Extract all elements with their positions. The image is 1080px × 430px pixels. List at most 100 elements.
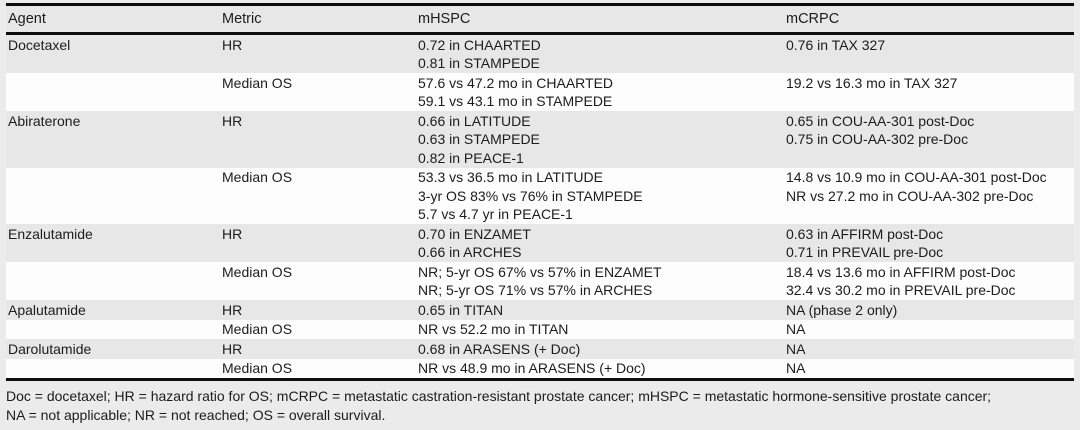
cell-mcrpc-line: 0.65 in COU-AA-301 post-Doc [786, 112, 975, 129]
cell-mcrpc: 19.2 vs 16.3 mo in TAX 327 [784, 74, 1074, 111]
cell-mhspc-line: NR; 5-yr OS 71% vs 57% in ARCHES [418, 282, 653, 298]
cell-mhspc-line: 0.82 in PEACE-1 [418, 149, 524, 166]
cell-metric: HR [220, 340, 416, 359]
cell-mhspc: 0.72 in CHAARTED 0.81 in STAMPEDE [416, 36, 784, 73]
cell-mhspc-line: NR vs 48.9 mo in ARASENS (+ Doc) [418, 360, 646, 376]
cell-mhspc-line: 0.63 in STAMPEDE [418, 131, 540, 147]
cell-agent: Enzalutamide [6, 225, 220, 262]
clinical-trials-table-figure: Agent Metric mHSPC mCRPC Docetaxel HR 0.72… [0, 3, 1080, 430]
column-header-mhspc: mHSPC [418, 10, 471, 27]
cell-agent [6, 320, 220, 339]
cell-mhspc-line: 0.70 in ENZAMET [418, 225, 531, 242]
cell-mcrpc-line: 19.2 vs 16.3 mo in TAX 327 [786, 74, 958, 91]
table-body: Docetaxel HR 0.72 in CHAARTED 0.81 in STAMP… [6, 35, 1074, 378]
table-row: Docetaxel HR 0.72 in CHAARTED 0.81 in STAMP… [6, 35, 1074, 73]
cell-metric-text: Median OS [222, 263, 293, 280]
cell-metric: Median OS [220, 359, 416, 378]
cell-metric-text: HR [222, 112, 243, 129]
cell-metric: HR [220, 225, 416, 262]
cell-agent-text: Darolutamide [8, 340, 92, 357]
cell-mhspc-line: 0.65 in TITAN [418, 301, 504, 318]
cell-mhspc-line: 59.1 vs 43.1 mo in STAMPEDE [418, 93, 613, 109]
cell-agent-text: Abiraterone [8, 112, 81, 129]
cell-mhspc-line: 3-yr OS 83% vs 76% in STAMPEDE [418, 187, 643, 204]
cell-metric: HR [220, 36, 416, 73]
cell-mhspc-line: 53.3 vs 36.5 mo in LATITUDE [418, 169, 603, 185]
footnote-line: NA = not applicable; NR = not reached; O… [6, 407, 386, 423]
cell-mhspc-line: NR vs 52.2 mo in TITAN [418, 321, 569, 337]
table-row: Median OS NR vs 52.2 mo in TITAN NA [6, 319, 1074, 339]
cell-mcrpc: 18.4 vs 13.6 mo in AFFIRM post-Doc 32.4 v… [784, 263, 1074, 300]
cell-mhspc: 0.68 in ARASENS (+ Doc) [416, 340, 784, 359]
table-header-row: Agent Metric mHSPC mCRPC [6, 6, 1074, 35]
cell-agent [6, 359, 220, 378]
cell-mhspc-line: 0.66 in ARCHES [418, 244, 522, 260]
column-header-agent: Agent [8, 10, 46, 27]
cell-mcrpc: NA [784, 320, 1074, 339]
cell-metric-text: Median OS [222, 360, 293, 376]
cell-metric: HR [220, 112, 416, 168]
cell-mhspc: NR vs 52.2 mo in TITAN [416, 320, 784, 339]
cell-mhspc-line: 0.72 in CHAARTED [418, 36, 541, 53]
cell-agent: Darolutamide [6, 340, 220, 359]
cell-agent: Apalutamide [6, 301, 220, 320]
cell-mhspc: 57.6 vs 47.2 mo in CHAARTED 59.1 vs 43.1 … [416, 74, 784, 111]
cell-metric-text: HR [222, 340, 243, 357]
cell-mhspc-line: 5.7 vs 4.7 yr in PEACE-1 [418, 206, 573, 222]
cell-mcrpc: 14.8 vs 10.9 mo in COU-AA-301 post-Doc NR… [784, 168, 1074, 224]
cell-mhspc: 53.3 vs 36.5 mo in LATITUDE 3-yr OS 83% v… [416, 168, 784, 224]
cell-mcrpc-line: 0.76 in TAX 327 [786, 36, 886, 53]
cell-metric-text: HR [222, 36, 243, 53]
cell-mcrpc-line: 32.4 vs 30.2 mo in PREVAIL pre-Doc [786, 282, 1016, 298]
cell-mcrpc-line: 18.4 vs 13.6 mo in AFFIRM post-Doc [786, 263, 1016, 280]
table-row: Median OS NR vs 48.9 mo in ARASENS (+ Doc… [6, 358, 1074, 378]
cell-mcrpc: 0.76 in TAX 327 [784, 36, 1074, 73]
cell-metric-text: Median OS [222, 74, 293, 91]
cell-agent [6, 74, 220, 111]
cell-metric: HR [220, 301, 416, 320]
cell-mcrpc-line: NA [786, 340, 806, 357]
table-row: Abiraterone HR 0.66 in LATITUDE 0.63 in STA… [6, 111, 1074, 168]
cell-mcrpc-line: NR vs 27.2 mo in COU-AA-302 pre-Doc [786, 187, 1034, 204]
column-header-metric: Metric [222, 10, 262, 27]
cell-metric-text: HR [222, 225, 243, 242]
cell-agent: Abiraterone [6, 112, 220, 168]
cell-agent: Docetaxel [6, 36, 220, 73]
table-row: Median OS NR; 5-yr OS 67% vs 57% in ENZAM… [6, 262, 1074, 300]
cell-agent-text: Enzalutamide [8, 225, 93, 242]
table-row: Median OS 53.3 vs 36.5 mo in LATITUDE 3-yr… [6, 167, 1074, 224]
clinical-trials-table: Agent Metric mHSPC mCRPC Docetaxel HR 0.72… [6, 3, 1074, 381]
column-header-mcrpc: mCRPC [786, 10, 840, 27]
cell-metric-text: Median OS [222, 169, 293, 185]
cell-metric-text: HR [222, 301, 243, 318]
cell-mcrpc: 0.63 in AFFIRM post-Doc 0.71 in PREVAIL p… [784, 225, 1074, 262]
cell-metric: Median OS [220, 74, 416, 111]
cell-mcrpc-line: 0.75 in COU-AA-302 pre-Doc [786, 131, 969, 147]
table-footnote: Doc = docetaxel; HR = hazard ratio for O… [6, 387, 1074, 425]
cell-mcrpc: NA [784, 359, 1074, 378]
table-row: Enzalutamide HR 0.70 in ENZAMET 0.66 in ARC… [6, 224, 1074, 262]
cell-mhspc: 0.65 in TITAN [416, 301, 784, 320]
cell-mhspc-line: NR; 5-yr OS 67% vs 57% in ENZAMET [418, 263, 662, 280]
cell-agent [6, 168, 220, 224]
cell-mhspc: 0.66 in LATITUDE 0.63 in STAMPEDE 0.82 in … [416, 112, 784, 168]
cell-agent [6, 263, 220, 300]
cell-mhspc: NR; 5-yr OS 67% vs 57% in ENZAMET NR; 5-y… [416, 263, 784, 300]
cell-mcrpc-line: 14.8 vs 10.9 mo in COU-AA-301 post-Doc [786, 169, 1047, 185]
cell-metric: Median OS [220, 263, 416, 300]
cell-metric: Median OS [220, 168, 416, 224]
cell-mhspc-line: 57.6 vs 47.2 mo in CHAARTED [418, 74, 614, 91]
cell-mcrpc-line: NA [786, 360, 806, 376]
cell-mhspc-line: 0.81 in STAMPEDE [418, 55, 540, 71]
cell-mhspc-line: 0.66 in LATITUDE [418, 112, 531, 129]
cell-agent-text: Apalutamide [8, 301, 86, 318]
cell-agent-text: Docetaxel [8, 36, 71, 53]
cell-metric-text: Median OS [222, 321, 293, 337]
cell-mcrpc-line: NA [786, 321, 806, 337]
footnote-line: Doc = docetaxel; HR = hazard ratio for O… [6, 388, 992, 404]
cell-mcrpc: NA [784, 340, 1074, 359]
cell-mhspc: 0.70 in ENZAMET 0.66 in ARCHES [416, 225, 784, 262]
cell-mcrpc-line: NA (phase 2 only) [786, 301, 898, 318]
table-row: Darolutamide HR 0.68 in ARASENS (+ Doc) NA [6, 339, 1074, 359]
cell-metric: Median OS [220, 320, 416, 339]
